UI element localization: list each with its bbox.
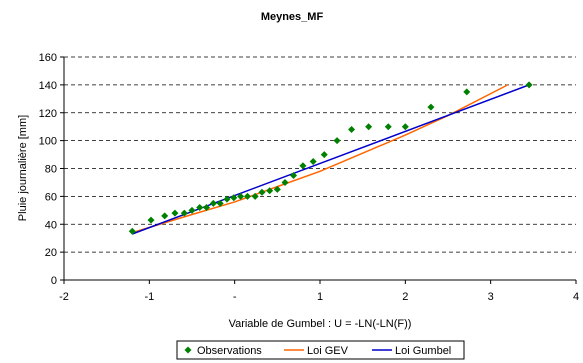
- x-tick-label-3: 3: [488, 291, 494, 303]
- observation-point-3: [161, 212, 169, 220]
- observation-point-16: [258, 188, 266, 196]
- observation-point-5: [180, 209, 188, 217]
- observation-point-10: [216, 199, 224, 207]
- observation-point-20: [290, 171, 298, 179]
- y-axis-label: Pluie journalière [mm]: [17, 115, 29, 221]
- x-tick-label-4: 4: [573, 291, 579, 303]
- legend-box: [176, 340, 465, 360]
- legend-label-loi-gev: Loi GEV: [307, 345, 349, 357]
- observation-point-22: [309, 158, 317, 166]
- y-tick-label-20: 20: [45, 247, 57, 259]
- y-tick-label-120: 120: [39, 108, 57, 120]
- observation-point-25: [348, 125, 356, 133]
- y-tick-label-100: 100: [39, 136, 57, 148]
- x-axis-label: Variable de Gumbel : U = -LN(-LN(F)): [229, 318, 412, 330]
- y-tick-label-40: 40: [45, 219, 57, 231]
- observation-point-30: [463, 88, 471, 96]
- observation-point-19: [281, 178, 289, 186]
- observation-points: [128, 81, 533, 235]
- series-line-loi-gev: [132, 84, 509, 234]
- observation-point-9: [209, 199, 217, 207]
- chart-title: Meynes_MF: [261, 11, 324, 23]
- y-tick-label-80: 80: [45, 164, 57, 176]
- legend-label-loi-gumbel: Loi Gumbel: [395, 345, 451, 357]
- y-tick-label-160: 160: [39, 52, 57, 64]
- y-tick-label-140: 140: [39, 80, 57, 92]
- observation-point-4: [171, 209, 179, 217]
- observation-point-21: [299, 162, 307, 170]
- observation-point-24: [333, 137, 341, 145]
- observation-point-17: [266, 187, 274, 195]
- legend-marker-observations: [184, 346, 192, 354]
- observation-point-29: [427, 103, 435, 111]
- observation-point-7: [196, 204, 204, 212]
- observation-point-12: [230, 194, 238, 202]
- axes: [60, 56, 577, 284]
- observation-point-8: [203, 204, 211, 212]
- legend-label-observations: Observations: [197, 345, 262, 357]
- x-tick-label--2: -2: [59, 291, 69, 303]
- y-tick-label-60: 60: [45, 191, 57, 203]
- y-tick-label-0: 0: [51, 275, 57, 287]
- observation-point-28: [401, 123, 409, 131]
- observation-point-1: [128, 227, 136, 235]
- x-tick-label-2: 2: [402, 291, 408, 303]
- observation-point-11: [223, 195, 231, 203]
- observation-point-18: [273, 185, 281, 193]
- y-tick-labels: 0 20 40 60 80 100 120 140 160: [39, 52, 57, 287]
- observation-point-2: [147, 216, 155, 224]
- observation-point-23: [320, 151, 328, 159]
- observation-point-6: [188, 206, 196, 214]
- observation-point-15: [251, 192, 259, 200]
- observation-point-31: [525, 81, 533, 89]
- observation-point-27: [384, 123, 392, 131]
- grid: [64, 56, 576, 253]
- x-tick-labels: -2 -1-1 2 3 4: [59, 291, 579, 303]
- x-tick-label--1: -1: [144, 291, 154, 303]
- x-tick-label-0: -: [233, 291, 237, 303]
- legend: Observations Loi GEV Loi Gumbel: [176, 340, 465, 360]
- observation-point-26: [365, 123, 373, 131]
- x-tick-label-1: 1: [317, 291, 323, 303]
- observation-point-14: [243, 192, 251, 200]
- observation-point-13: [237, 192, 245, 200]
